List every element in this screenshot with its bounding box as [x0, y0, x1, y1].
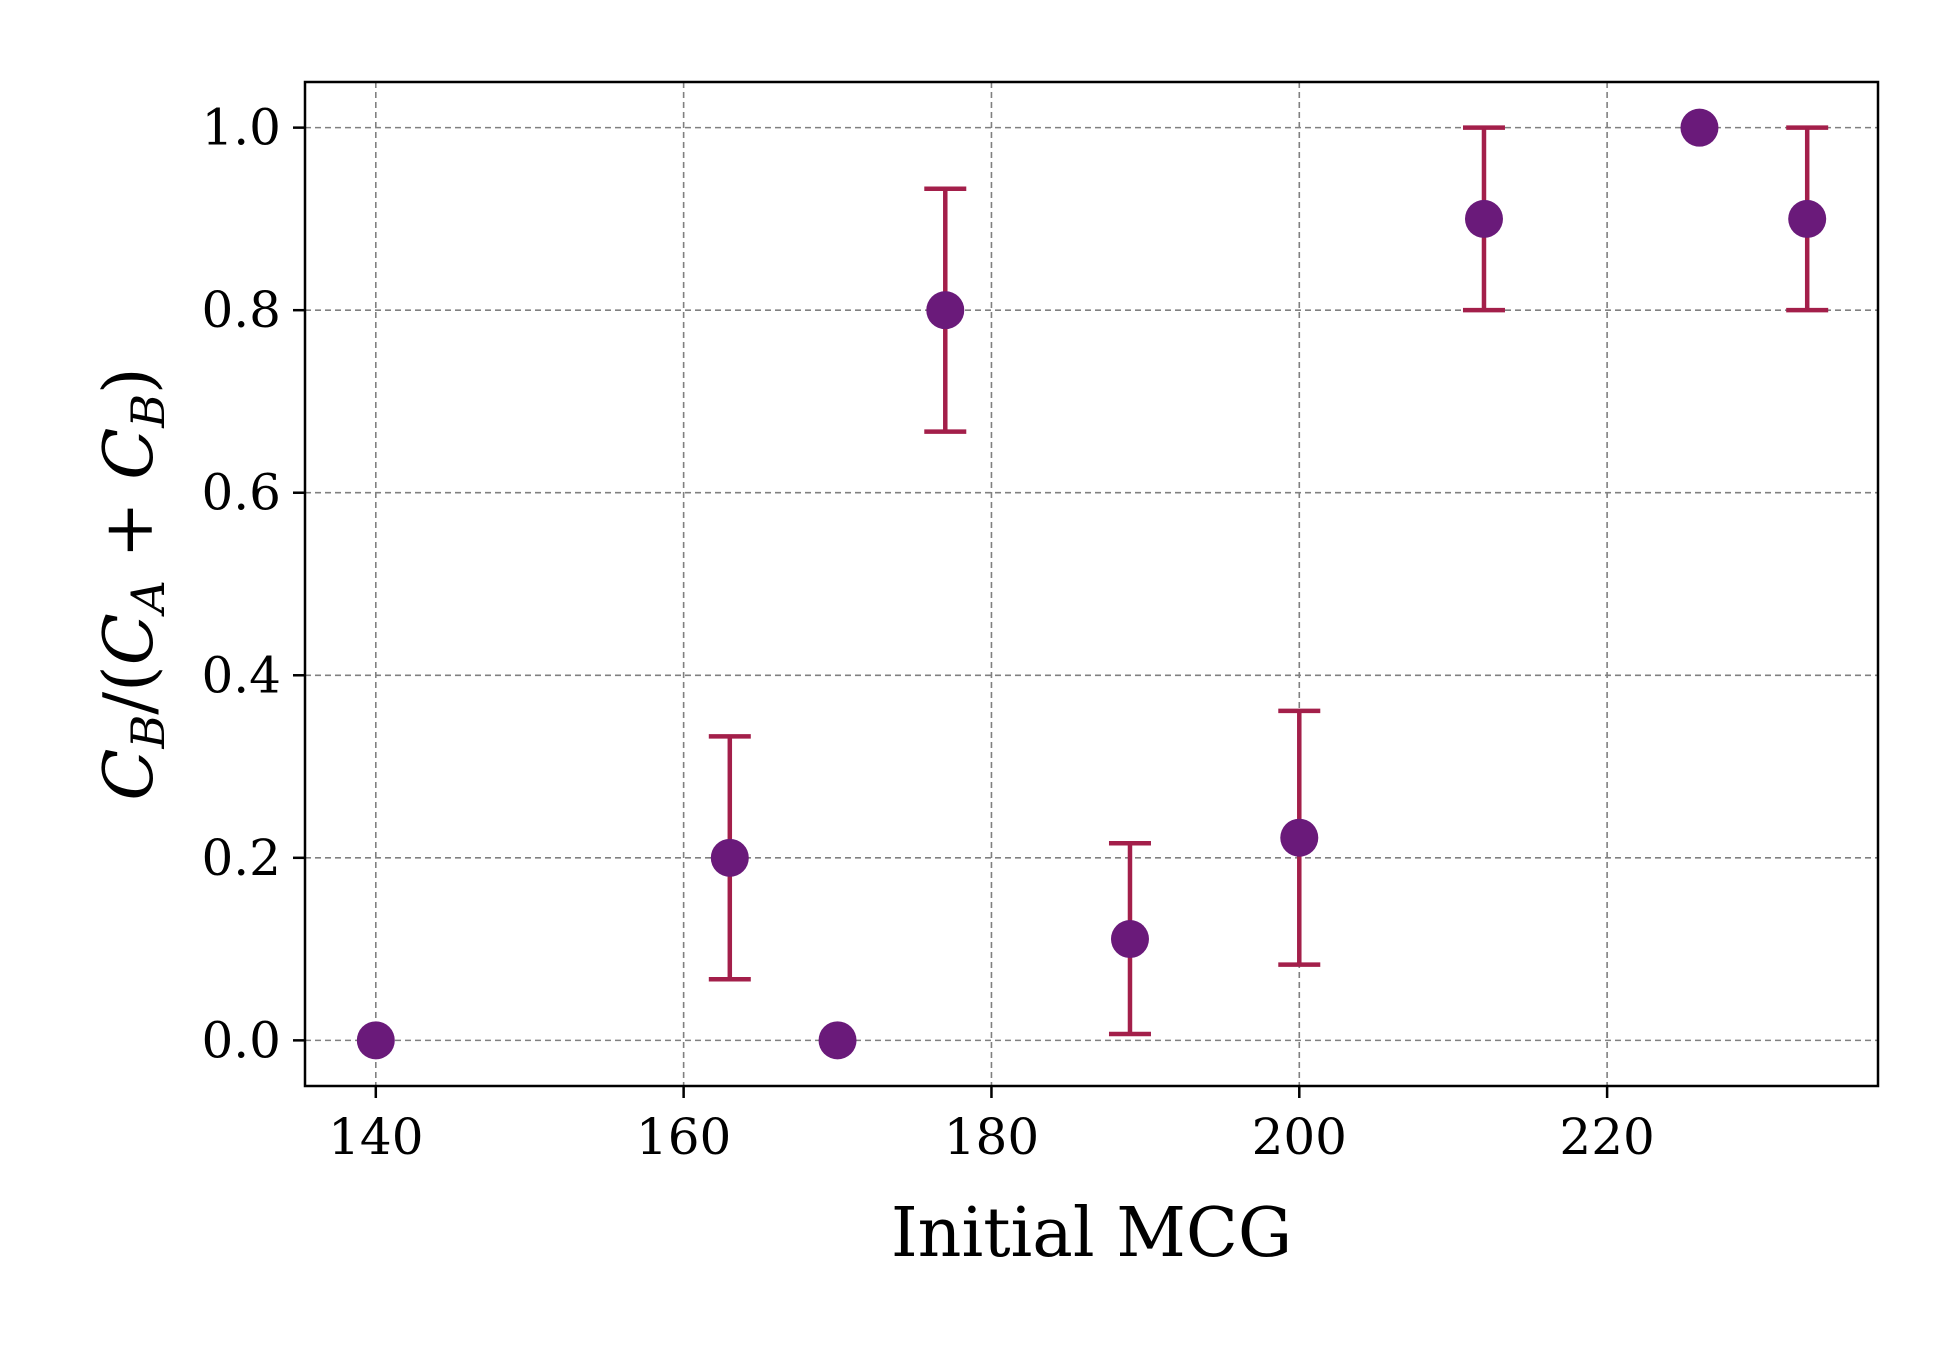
- data-point: [1464, 199, 1503, 238]
- data-point: [710, 838, 749, 877]
- y-label-close: ): [90, 367, 169, 394]
- data-point: [1280, 818, 1319, 857]
- y-tick-label: 1.0: [201, 99, 281, 157]
- x-axis-ticks: 140 160 180 200 220: [328, 1086, 1655, 1166]
- data-point: [926, 291, 965, 330]
- data-point: [1788, 199, 1827, 238]
- y-label-sub-b: B: [121, 715, 175, 750]
- y-tick-label: 0.0: [201, 1011, 281, 1069]
- y-label-sub-b2: B: [121, 394, 175, 429]
- grid: [305, 82, 1878, 1086]
- data-point: [818, 1021, 857, 1060]
- y-label-open: /(: [90, 665, 169, 714]
- y-label-c2: C: [90, 613, 169, 665]
- y-label-sub-a: A: [121, 580, 175, 617]
- data-point: [356, 1021, 395, 1060]
- x-axis-label: Initial MCG: [891, 1194, 1292, 1273]
- y-axis-label: CB/(CA + CB): [90, 367, 175, 800]
- x-tick-label: 180: [944, 1108, 1039, 1166]
- y-tick-label: 0.8: [201, 281, 281, 339]
- x-tick-label: 140: [328, 1108, 423, 1166]
- plot-frame: [303, 80, 1880, 1088]
- y-label-plus: +: [90, 480, 169, 580]
- y-tick-label: 0.2: [201, 829, 281, 887]
- x-tick-label: 220: [1559, 1108, 1654, 1166]
- data-points: [356, 108, 1827, 1060]
- data-point: [1110, 920, 1149, 959]
- x-tick-label: 200: [1252, 1108, 1347, 1166]
- x-tick-label: 160: [636, 1108, 731, 1166]
- y-tick-label: 0.6: [201, 464, 281, 522]
- y-label-c3: C: [90, 428, 169, 480]
- y-label-c: C: [90, 749, 169, 801]
- y-axis-ticks: 0.0 0.2 0.4 0.6 0.8 1.0: [201, 99, 305, 1069]
- y-tick-label: 0.4: [201, 646, 281, 704]
- error-bars: [708, 125, 1829, 1037]
- data-point: [1680, 108, 1719, 147]
